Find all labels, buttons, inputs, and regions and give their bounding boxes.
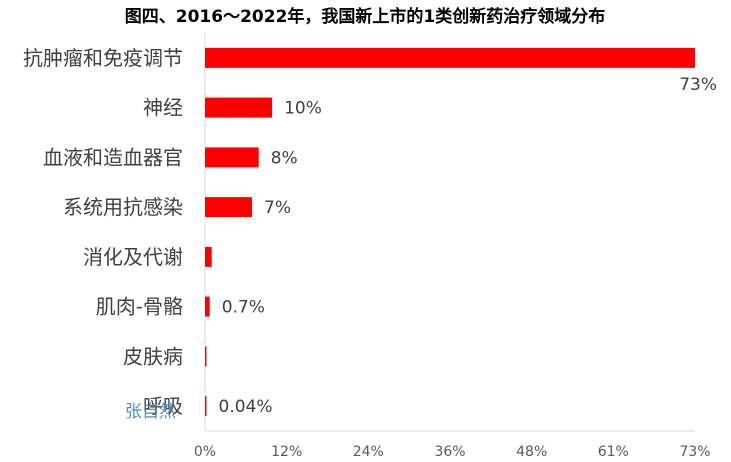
bar bbox=[205, 296, 210, 317]
data-label: 8% bbox=[271, 148, 298, 168]
watermark: 张自然 bbox=[125, 402, 176, 422]
x-tick-labels: 0% 12% 24% 36% 48% 61% 73% bbox=[194, 444, 711, 460]
bar bbox=[205, 97, 273, 118]
category-label: 抗肿瘤和免疫调节 bbox=[23, 46, 183, 70]
bar bbox=[205, 346, 207, 367]
x-tick-label: 61% bbox=[598, 444, 629, 460]
x-tick-label: 12% bbox=[271, 444, 302, 460]
data-label: 0.7% bbox=[222, 298, 265, 318]
bar bbox=[205, 246, 212, 267]
category-label: 肌肉-骨骼 bbox=[96, 295, 183, 319]
x-tick-label: 48% bbox=[516, 444, 547, 460]
x-tick-label: 0% bbox=[194, 444, 216, 460]
data-label: 10% bbox=[284, 99, 322, 119]
x-tick-label: 24% bbox=[353, 444, 384, 460]
category-label: 呼吸 bbox=[143, 394, 183, 418]
bar bbox=[205, 396, 207, 417]
bar bbox=[205, 147, 259, 168]
category-label: 消化及代谢 bbox=[83, 245, 183, 269]
category-label: 系统用抗感染 bbox=[63, 195, 183, 219]
bar bbox=[205, 47, 695, 68]
data-label: 0.04% bbox=[219, 397, 273, 417]
category-label: 皮肤病 bbox=[123, 344, 183, 368]
category-label: 血液和造血器官 bbox=[43, 145, 183, 169]
data-labels: 73% 10% 8% 7% 0.7% 0.04% bbox=[219, 75, 718, 417]
bars-group bbox=[205, 47, 695, 417]
x-tick-label: 36% bbox=[434, 444, 465, 460]
category-label: 神经 bbox=[143, 96, 183, 120]
x-tick-label: 73% bbox=[679, 444, 710, 460]
data-label: 73% bbox=[679, 75, 717, 95]
bar bbox=[205, 197, 252, 218]
data-label: 7% bbox=[264, 198, 291, 218]
chart-title: 图四、2016～2022年，我国新上市的1类创新药治疗领域分布 bbox=[125, 6, 605, 27]
